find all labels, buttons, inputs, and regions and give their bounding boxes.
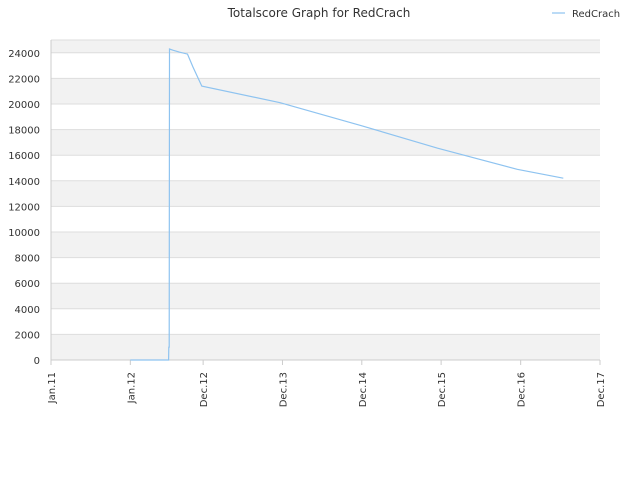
plot-band [51, 283, 600, 309]
x-tick-label: Dec.13 [278, 372, 289, 407]
plot-band [51, 180, 600, 207]
x-tick-label: Jan.12 [126, 372, 137, 404]
plot-background [51, 40, 600, 360]
y-tick-label: 8000 [15, 254, 40, 265]
plot-band [51, 40, 600, 53]
y-tick-label: 12000 [8, 202, 40, 213]
plot-band [51, 334, 600, 360]
x-tick-label: Dec.15 [437, 372, 448, 407]
y-tick-label: 6000 [15, 279, 40, 290]
legend[interactable]: RedCrach [552, 9, 620, 20]
y-tick-label: 22000 [8, 74, 40, 85]
plot-band [51, 129, 600, 156]
series-line-redcrach [130, 48, 564, 361]
y-tick-label: 0 [34, 356, 40, 367]
plot-band [51, 232, 600, 258]
x-tick-label: Dec.17 [596, 372, 607, 407]
legend-label-redcrach: RedCrach [572, 9, 620, 20]
x-tick-label: Jan.11 [47, 372, 58, 404]
x-tick-labels: Jan.11 Jan.12 Dec.12 Dec.13 Dec.14 Dec.15 Dec.… [47, 372, 607, 407]
y-tick-label: 18000 [8, 126, 40, 137]
plot-band [51, 78, 600, 104]
series-lines [130, 48, 564, 361]
grid-lines [51, 39, 600, 361]
y-tick-label: 4000 [15, 305, 40, 316]
y-tick-label: 16000 [8, 151, 40, 162]
y-tick-labels: 0 2000 4000 6000 8000 10000 12000 14000 16000 180… [8, 49, 40, 367]
y-tick-label: 10000 [8, 228, 40, 239]
y-tick-label: 2000 [15, 330, 40, 341]
x-tick-label: Dec.12 [199, 372, 210, 407]
y-tick-label: 24000 [8, 49, 40, 60]
x-tick-label: Dec.14 [358, 372, 369, 407]
x-tick-label: Dec.16 [517, 372, 528, 407]
y-tick-label: 14000 [8, 177, 40, 188]
y-tick-label: 20000 [8, 100, 40, 111]
chart-title: Totalscore Graph for RedCrach [227, 6, 411, 20]
